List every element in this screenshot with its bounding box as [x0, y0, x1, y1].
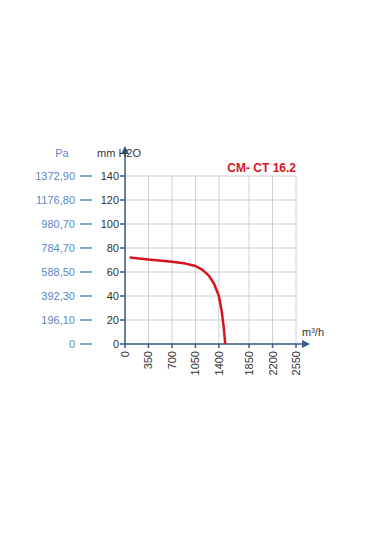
x-tick-label: 1050 — [189, 351, 201, 375]
x-tick-label: 700 — [166, 351, 178, 369]
x-tick-label: 350 — [142, 351, 154, 369]
y-tick — [120, 175, 125, 177]
grid-line-y — [125, 320, 296, 321]
plot-area — [130, 258, 226, 344]
y-tick-label: 120 — [101, 194, 119, 206]
y2-tick-label: 588,50 — [41, 266, 75, 278]
y2-tick — [80, 295, 92, 297]
y2-tick — [80, 175, 92, 177]
y-tick — [120, 247, 125, 249]
x-axis — [125, 343, 306, 345]
y-tick-label: 20 — [107, 314, 119, 326]
x-tick — [148, 344, 150, 348]
grid-line-y — [125, 200, 296, 201]
y-tick — [120, 271, 125, 273]
x-tick-label: 2550 — [290, 351, 302, 375]
y2-tick — [80, 223, 92, 225]
grid-line-x — [249, 176, 250, 344]
x-tick — [248, 344, 250, 348]
x-tick — [195, 344, 197, 348]
y2-tick — [80, 343, 92, 345]
fan-curve — [130, 258, 226, 344]
grid-line-y — [125, 248, 296, 249]
y2-tick-label: 1372,90 — [35, 170, 75, 182]
y2-tick-label: 980,70 — [41, 218, 75, 230]
y-tick — [120, 295, 125, 297]
y-tick — [120, 319, 125, 321]
title: CM- CT 16.2 — [227, 161, 296, 175]
x-axis-label: m³/h — [302, 326, 324, 338]
grid-line-x — [195, 176, 196, 344]
chart: 0204060801001201400196,10392,30588,50784… — [0, 0, 375, 535]
x-arrow — [302, 340, 310, 348]
grid-line-x — [272, 176, 273, 344]
y-tick-label: 80 — [107, 242, 119, 254]
y-tick-label: 60 — [107, 266, 119, 278]
x-tick — [171, 344, 173, 348]
x-tick-label: 0 — [119, 351, 131, 357]
x-tick-label: 2200 — [267, 351, 279, 375]
y-axis — [124, 150, 126, 344]
y-tick-label: 0 — [113, 338, 119, 350]
x-tick — [272, 344, 274, 348]
y-tick-label: 140 — [101, 170, 119, 182]
y2-tick-label: 784,70 — [41, 242, 75, 254]
grid-line-y — [125, 296, 296, 297]
y2-tick-label: 1176,80 — [36, 194, 75, 206]
grid-line-x — [171, 176, 172, 344]
y-axis-label: mm H2O — [97, 147, 141, 159]
grid-line-y — [125, 224, 296, 225]
y-tick-label: 40 — [107, 290, 119, 302]
y2-tick-label: 392,30 — [41, 290, 75, 302]
y2-tick-label: 0 — [69, 338, 75, 350]
grid-line-y — [125, 176, 296, 177]
x-tick — [218, 344, 220, 348]
grid-line-x — [218, 176, 219, 344]
y2-tick — [80, 271, 92, 273]
y2-tick — [80, 199, 92, 201]
y-tick — [120, 223, 125, 225]
grid-line-x — [296, 176, 297, 344]
y2-axis-label: Pa — [55, 147, 69, 159]
y2-tick — [80, 247, 92, 249]
y-tick-label: 100 — [101, 218, 119, 230]
y2-tick — [80, 319, 92, 321]
x-tick-label: 1400 — [213, 351, 225, 375]
x-tick-label: 1850 — [243, 351, 255, 375]
y-tick — [120, 199, 125, 201]
x-tick — [295, 344, 297, 348]
grid-line-y — [125, 272, 296, 273]
x-tick — [124, 344, 126, 348]
y2-tick-label: 196,10 — [41, 314, 75, 326]
